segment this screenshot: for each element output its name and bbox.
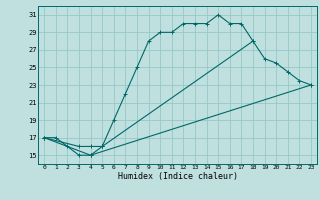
X-axis label: Humidex (Indice chaleur): Humidex (Indice chaleur) [118,172,238,181]
